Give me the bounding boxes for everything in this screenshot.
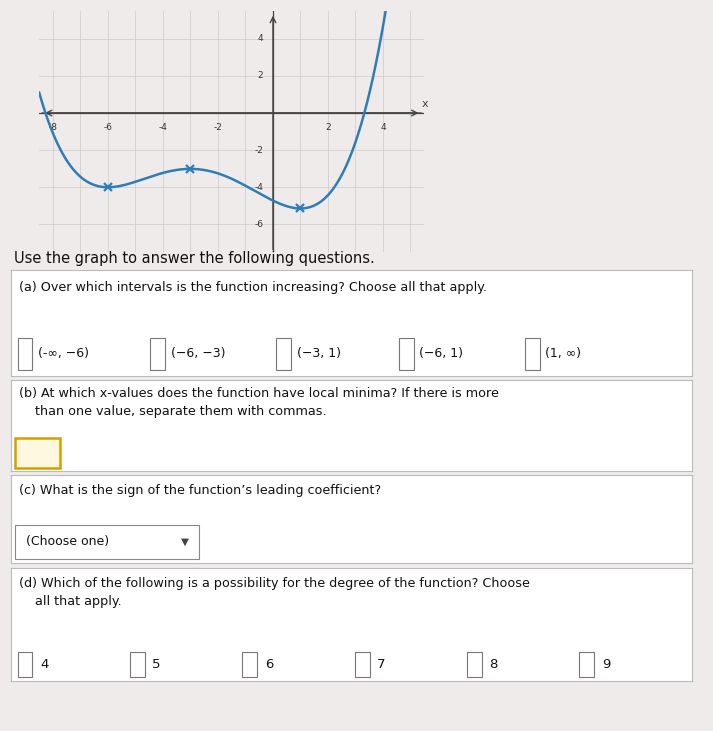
Text: (d) Which of the following is a possibility for the degree of the function? Choo: (d) Which of the following is a possibil… <box>19 577 530 608</box>
Text: (−6, 1): (−6, 1) <box>419 346 463 360</box>
Text: (1, ∞): (1, ∞) <box>545 346 581 360</box>
Text: 5: 5 <box>153 658 161 671</box>
Bar <box>150 338 165 370</box>
Bar <box>276 338 291 370</box>
FancyBboxPatch shape <box>16 438 60 469</box>
Text: x: x <box>421 99 428 108</box>
Bar <box>579 652 594 677</box>
Text: Use the graph to answer the following questions.: Use the graph to answer the following qu… <box>14 251 375 266</box>
Text: 8: 8 <box>489 658 498 671</box>
Text: (c) What is the sign of the function’s leading coefficient?: (c) What is the sign of the function’s l… <box>19 484 381 497</box>
Text: (b) At which x-values does the function have local minima? If there is more
    : (b) At which x-values does the function … <box>19 387 498 418</box>
Bar <box>525 338 540 370</box>
Text: ▼: ▼ <box>181 537 189 546</box>
Text: (a) Over which intervals is the function increasing? Choose all that apply.: (a) Over which intervals is the function… <box>19 281 487 294</box>
Text: 4: 4 <box>380 124 386 132</box>
Text: 2: 2 <box>257 72 263 80</box>
Text: 2: 2 <box>325 124 331 132</box>
FancyBboxPatch shape <box>16 525 200 559</box>
Bar <box>18 652 33 677</box>
Bar <box>130 652 145 677</box>
Text: -6: -6 <box>103 124 113 132</box>
Text: (Choose one): (Choose one) <box>26 535 109 548</box>
Bar <box>399 338 414 370</box>
Text: -2: -2 <box>213 124 222 132</box>
Text: (−3, 1): (−3, 1) <box>297 346 341 360</box>
Text: 4: 4 <box>257 34 263 43</box>
Text: -4: -4 <box>158 124 168 132</box>
Text: -2: -2 <box>255 145 263 155</box>
Text: -8: -8 <box>48 124 58 132</box>
Bar <box>18 338 33 370</box>
Text: 7: 7 <box>377 658 386 671</box>
Text: (−6, −3): (−6, −3) <box>170 346 225 360</box>
Text: (-∞, −6): (-∞, −6) <box>38 346 89 360</box>
Text: 4: 4 <box>40 658 48 671</box>
Text: 6: 6 <box>265 658 273 671</box>
Text: 9: 9 <box>602 658 610 671</box>
Text: -6: -6 <box>255 220 263 229</box>
Bar <box>242 652 257 677</box>
Bar <box>354 652 369 677</box>
Bar <box>467 652 482 677</box>
Text: -4: -4 <box>255 183 263 192</box>
